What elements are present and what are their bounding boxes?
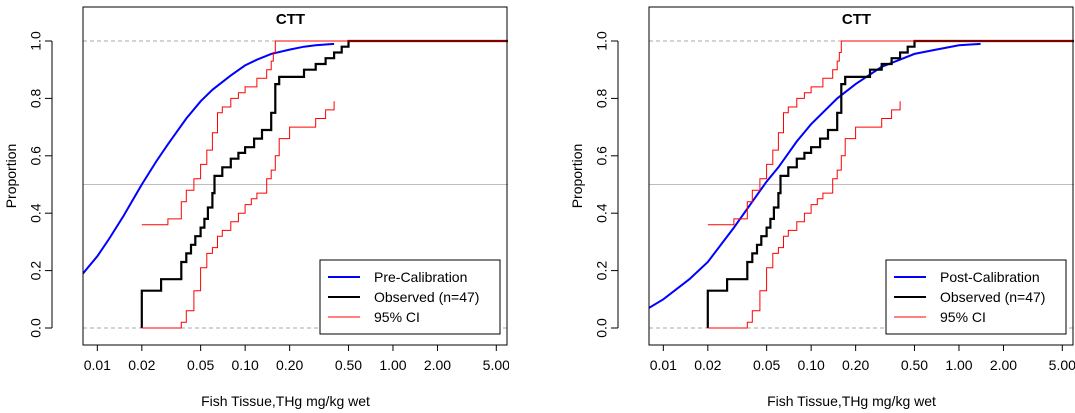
x-axis-label: Fish Tissue,THg mg/kg wet — [767, 393, 936, 409]
x-tick-label: 0.10 — [232, 357, 259, 373]
y-tick-label: 0.2 — [28, 261, 44, 281]
x-tick-label: 0.50 — [335, 357, 362, 373]
y-tick-label: 0.4 — [594, 203, 610, 223]
series-1 — [706, 39, 1074, 328]
series-0 — [83, 42, 335, 275]
x-tick-label: 0.02 — [128, 357, 155, 373]
x-axis: 0.01 0.02 0.05 0.10 0.20 0.50 1.00 2.00 5.00 — [84, 344, 509, 373]
chart-pre-calibration: CTT 0.01 0.02 0.05 0.10 0.20 0.50 1.00 2.00 5.00 F… — [3, 6, 509, 409]
series-1 — [140, 39, 508, 328]
y-tick-label: 0.0 — [28, 318, 44, 338]
x-tick-label: 0.05 — [187, 357, 214, 373]
y-tick-label: 0.6 — [28, 146, 44, 166]
chart-title: CTT — [276, 11, 305, 28]
y-tick-label: 0.8 — [594, 88, 610, 108]
legend-label: Post-Calibration — [940, 269, 1040, 285]
series-0 — [649, 42, 981, 309]
y-tick-label: 1.0 — [594, 31, 610, 51]
legend-label: Pre-Calibration — [374, 269, 467, 285]
x-tick-label: 0.20 — [842, 357, 869, 373]
x-tick-label: 5.00 — [483, 357, 509, 373]
series-3 — [707, 101, 901, 329]
legend: Post-Calibration Observed (n=47) 95% CI — [885, 259, 1067, 335]
series-3 — [141, 101, 335, 329]
series-2 — [707, 40, 1074, 226]
y-tick-label: 0.4 — [28, 203, 44, 223]
legend-label: 95% CI — [374, 309, 420, 325]
y-tick-label: 0.8 — [28, 88, 44, 108]
chart-post-calibration: CTT 0.01 0.02 0.05 0.10 0.20 0.50 1.00 2.00 5.00 F… — [569, 6, 1075, 409]
x-tick-label: 1.00 — [379, 357, 406, 373]
x-tick-label: 0.10 — [798, 357, 825, 373]
y-axis-label: Proportion — [569, 144, 585, 209]
plot-frame — [82, 6, 508, 346]
chart-title: CTT — [842, 11, 871, 28]
x-tick-label: 0.50 — [901, 357, 928, 373]
x-tick-label: 0.02 — [694, 357, 721, 373]
x-tick-label: 0.01 — [84, 357, 111, 373]
series-group — [649, 39, 1074, 329]
legend: Pre-Calibration Observed (n=47) 95% CI — [319, 259, 501, 335]
plot-frame — [648, 6, 1074, 346]
x-tick-label: 5.00 — [1049, 357, 1075, 373]
y-tick-label: 0.0 — [594, 318, 610, 338]
y-tick-label: 0.2 — [594, 261, 610, 281]
y-axis: 0.0 0.2 0.4 0.6 0.8 1.0 — [28, 31, 53, 338]
legend-label: Observed (n=47) — [374, 289, 479, 305]
legend-label: Observed (n=47) — [940, 289, 1045, 305]
y-axis-label: Proportion — [3, 144, 19, 209]
x-axis-label: Fish Tissue,THg mg/kg wet — [201, 393, 370, 409]
x-tick-label: 2.00 — [424, 357, 451, 373]
series-2 — [141, 40, 508, 226]
x-tick-label: 0.20 — [276, 357, 303, 373]
x-tick-label: 2.00 — [990, 357, 1017, 373]
x-axis: 0.01 0.02 0.05 0.10 0.20 0.50 1.00 2.00 5.00 — [650, 344, 1075, 373]
y-tick-label: 0.6 — [594, 146, 610, 166]
legend-label: 95% CI — [940, 309, 986, 325]
x-tick-label: 1.00 — [945, 357, 972, 373]
y-axis: 0.0 0.2 0.4 0.6 0.8 1.0 — [594, 31, 619, 338]
x-tick-label: 0.01 — [650, 357, 677, 373]
y-tick-label: 1.0 — [28, 31, 44, 51]
x-tick-label: 0.05 — [753, 357, 780, 373]
series-group — [83, 39, 508, 329]
